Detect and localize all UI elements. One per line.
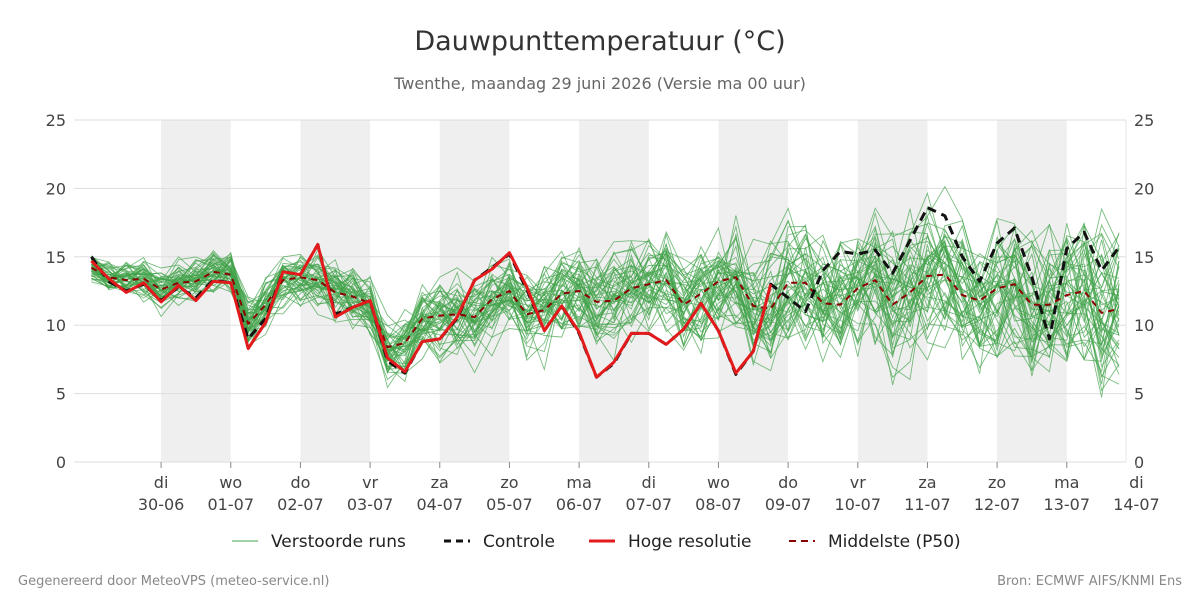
y-tick-label-left: 20 [46,179,66,198]
chart-title: Dauwpunttemperatuur (°C) [414,26,785,57]
y-tick-label-left: 15 [46,248,66,267]
y-tick-label-right: 5 [1134,385,1144,404]
ensemble-run-line [91,224,1120,375]
footer-right: Bron: ECMWF AIFS/KNMI Ens [997,574,1182,589]
x-tick-day: za [918,473,936,492]
main-series [90,206,1121,379]
x-tick-date: 11-07 [904,495,951,514]
y-tick-label-right: 25 [1134,111,1154,130]
y-tick-label-right: 15 [1134,248,1154,267]
ensemble-run-line [91,218,1120,357]
x-tick-date: 01-07 [208,495,255,514]
ensemble-run-line [91,236,1120,369]
ensemble-run-line [91,215,1120,398]
legend-label: Hoge resolutie [628,532,752,552]
y-tick-label-left: 25 [46,111,66,130]
x-tick-day: wo [707,473,730,492]
x-tick-date: 09-07 [765,495,812,514]
ensemble-run-line [91,239,1120,372]
x-tick-date: 07-07 [626,495,673,514]
ensemble-run-line [91,220,1120,385]
legend-label: Middelste (P50) [828,532,961,552]
x-tick-day: di [154,473,169,492]
x-tick-day: vr [362,473,378,492]
series-line-hoge-resolutie [90,243,773,379]
legend-label: Controle [483,532,555,552]
x-tick-date: 02-07 [277,495,324,514]
x-tick-date: 12-07 [974,495,1021,514]
x-tick-day: do [290,473,310,492]
ensemble-run-line [91,235,1120,378]
x-tick-day: za [431,473,449,492]
ensemble-run-line [91,215,1120,362]
x-tick-day: zo [988,473,1006,492]
y-axis: 0 0 5 5 10 10 15 15 20 20 25 25 [46,111,1155,472]
x-tick-day: di [1129,473,1144,492]
x-tick-date: 06-07 [556,495,603,514]
x-tick-date: 03-07 [347,495,394,514]
x-tick-day: do [778,473,798,492]
ensemble-run-line [91,232,1120,373]
series-line-middelste-p50 [90,266,1120,349]
chart-subtitle: Twenthe, maandag 29 juni 2026 (Versie ma… [393,74,806,93]
x-tick-day: vr [850,473,866,492]
x-tick-date: 05-07 [486,495,533,514]
ensemble-runs [91,185,1120,398]
y-tick-label-right: 10 [1134,316,1154,335]
x-tick-day: ma [566,473,591,492]
x-tick-date: 08-07 [695,495,742,514]
y-tick-label-left: 5 [56,385,66,404]
x-tick-date: 13-07 [1044,495,1091,514]
ensemble-run-line [91,251,1120,368]
x-tick-date: 30-06 [138,495,185,514]
day-band [439,120,510,462]
y-tick-label-right: 20 [1134,179,1154,198]
x-tick-date: 14-07 [1113,495,1160,514]
x-axis: di 30-06 wo 01-07 do 02-07 vr 03-07 za 04-07 zo 05-… [138,462,1160,514]
x-tick-day: di [641,473,656,492]
y-tick-label-left: 0 [56,453,66,472]
y-tick-label-right: 0 [1134,453,1144,472]
x-tick-date: 04-07 [417,495,464,514]
footer-left: Gegenereerd door MeteoVPS (meteo-service… [18,574,329,589]
x-tick-date: 10-07 [835,495,882,514]
ensemble-run-line [91,224,1120,370]
x-tick-day: ma [1054,473,1079,492]
legend: Verstoorde runs Controle Hoge resolutie Mid… [232,532,961,552]
legend-label: Verstoorde runs [271,532,406,552]
x-tick-day: wo [219,473,242,492]
y-tick-label-left: 10 [46,316,66,335]
x-tick-day: zo [500,473,518,492]
